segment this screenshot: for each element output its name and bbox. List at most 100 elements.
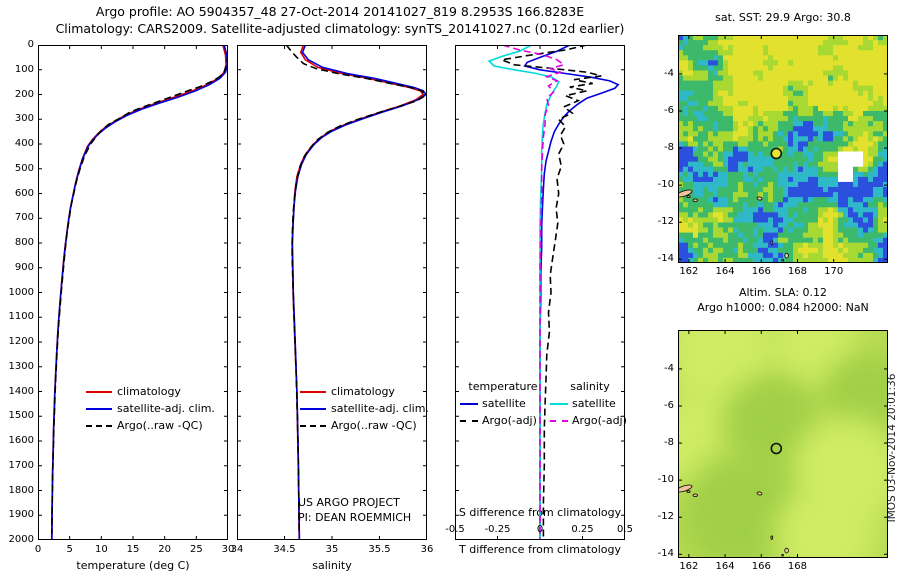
argo-s-line-sample	[550, 420, 568, 422]
tick-label: 700	[14, 212, 34, 224]
tick-label: -12	[657, 511, 674, 523]
tick-label: 1100	[8, 311, 34, 323]
tick-label: 166	[751, 266, 771, 277]
tick-label: -8	[664, 437, 674, 449]
climatology-line-sample	[300, 391, 326, 393]
tick-label: 400	[14, 138, 34, 149]
legend-row-climatology: climatology	[300, 383, 429, 400]
s-scale-tick: 0.25	[571, 524, 594, 535]
tick-label: 500	[14, 162, 34, 174]
tick-label: 100	[14, 63, 34, 75]
sla-map-title: Altim. SLA: 0.12	[738, 286, 828, 299]
tick-label: 20	[158, 544, 172, 555]
salinity-panel-legend: climatology satellite-adj. clim. Argo(..…	[300, 383, 429, 434]
tick-label: 162	[679, 561, 699, 572]
argo-raw-line-sample	[86, 425, 112, 427]
tick-label: 1000	[8, 286, 34, 298]
tick-label: -6	[664, 105, 674, 116]
tick-label: 170	[824, 266, 844, 277]
tick-label: -8	[664, 142, 674, 154]
satellite-s-line-sample	[550, 403, 568, 405]
axis-label-temperature-profile: temperature (deg C)	[76, 559, 190, 572]
satellite-adj-line-sample	[300, 408, 326, 410]
salinity-profile-plot	[237, 45, 427, 540]
s-scale-tick: 0	[536, 524, 544, 535]
tick-label: -12	[657, 216, 674, 228]
tick-label: 1800	[8, 484, 34, 496]
project-note: US ARGO PROJECT	[298, 496, 400, 509]
t-difference-legend: temperature satellite Argo(-adj)	[460, 378, 546, 429]
axis-label-salinity-profile: salinity	[312, 559, 352, 572]
argo-float-marker	[770, 147, 783, 160]
legend-row-satellite-adj: satellite-adj. clim.	[86, 400, 215, 417]
tick-label: 300	[14, 113, 34, 125]
tick-label: 0	[34, 544, 42, 555]
tick-label: 1900	[8, 509, 34, 521]
satellite-t-line-sample	[460, 403, 478, 405]
argo-float-marker	[770, 442, 783, 455]
tick-label: 15	[126, 544, 140, 555]
satellite-adj-line-sample	[86, 408, 112, 410]
legend-label-satellite-s: satellite	[572, 397, 616, 410]
tick-label: 34.5	[273, 544, 296, 555]
legend-row-satellite-t: satellite	[460, 395, 546, 412]
tick-label: 168	[787, 266, 808, 277]
tick-label: -14	[657, 253, 674, 265]
tick-label: 10	[94, 544, 108, 555]
figure-title-line2: Climatology: CARS2009. Satellite-adjuste…	[55, 21, 625, 36]
tick-label: 168	[787, 561, 808, 572]
tick-label: 1200	[8, 336, 34, 347]
legend-row-argo-s: Argo(-adj)	[550, 412, 630, 429]
tick-label: 1500	[8, 410, 34, 422]
s-difference-legend-title: salinity	[570, 380, 610, 393]
temperature-panel-legend: climatology satellite-adj. clim. Argo(..…	[86, 383, 215, 434]
sla-map	[678, 330, 888, 558]
argo-raw-line-sample	[300, 425, 326, 427]
tick-label: 162	[679, 266, 699, 277]
tick-label: 900	[14, 261, 34, 273]
figure-title-line1: Argo profile: AO 5904357_48 27-Oct-2014 …	[95, 4, 585, 19]
sla-map-subtitle: Argo h1000: 0.084 h2000: NaN	[697, 301, 869, 314]
s-scale-tick: 0.5	[617, 524, 633, 535]
legend-row-climatology: climatology	[86, 383, 215, 400]
legend-label-satellite-t: satellite	[482, 397, 526, 410]
tick-label: 35	[325, 544, 339, 555]
tick-label: 1600	[8, 435, 34, 446]
legend-label-argo-t: Argo(-adj)	[482, 414, 537, 427]
sst-map	[678, 35, 888, 263]
legend-label-argo-raw: Argo(..raw -QC)	[331, 419, 417, 432]
tick-label: -10	[657, 179, 674, 191]
legend-label-climatology: climatology	[331, 385, 395, 398]
legend-label-climatology: climatology	[117, 385, 181, 398]
legend-row-satellite-s: satellite	[550, 395, 630, 412]
tick-label: 0	[27, 39, 34, 50]
climatology-line-sample	[86, 391, 112, 393]
tick-label: 30	[221, 544, 235, 555]
tick-label: 600	[14, 187, 34, 199]
sst-map-title: sat. SST: 29.9 Argo: 30.8	[715, 11, 851, 24]
tick-label: 1400	[8, 385, 34, 397]
tick-label: 800	[14, 237, 34, 248]
s-difference-legend: salinity satellite Argo(-adj)	[550, 378, 630, 429]
pi-note: PI: DEAN ROEMMICH	[298, 511, 412, 524]
t-difference-legend-title: temperature	[468, 380, 538, 393]
temperature-profile-plot	[38, 45, 228, 540]
legend-label-satellite-adj: satellite-adj. clim.	[117, 402, 215, 415]
tick-label: 36	[420, 544, 434, 555]
argo-t-line-sample	[460, 420, 478, 422]
legend-row-argo-raw: Argo(..raw -QC)	[86, 417, 215, 434]
s-scale-tick: -0.25	[484, 524, 511, 535]
legend-label-argo-raw: Argo(..raw -QC)	[117, 419, 203, 432]
tick-label: -10	[657, 474, 674, 486]
tick-label: 5	[66, 544, 73, 555]
tick-label: 34	[230, 544, 244, 555]
axis-label-difference-profile: T difference from climatology	[459, 543, 621, 556]
tick-label: 2000	[8, 534, 34, 545]
tick-label: 164	[715, 266, 735, 277]
tick-label: -4	[664, 362, 674, 374]
tick-label: 35.5	[368, 544, 391, 555]
tick-label: 1700	[8, 459, 34, 471]
tick-label: 1300	[8, 360, 34, 372]
legend-row-satellite-adj: satellite-adj. clim.	[300, 400, 429, 417]
